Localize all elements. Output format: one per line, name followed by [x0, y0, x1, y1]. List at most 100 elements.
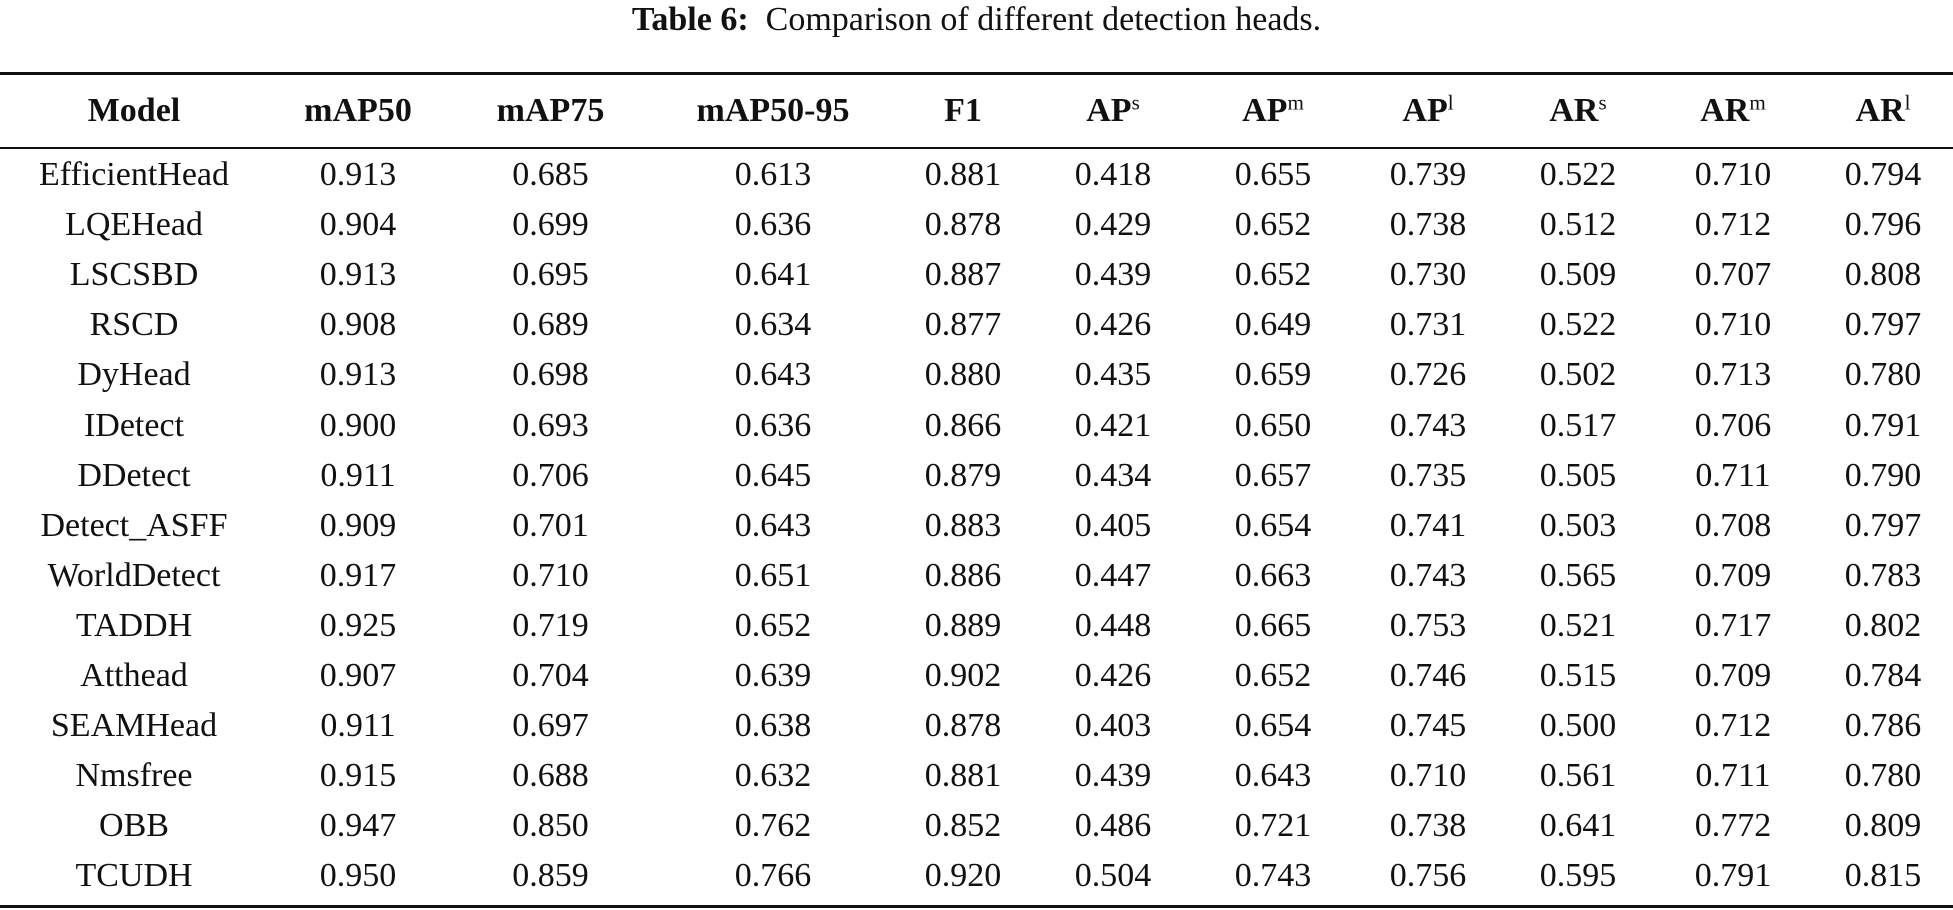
- cell-f1: 0.877: [924, 306, 1002, 344]
- header-ap-small-base: AP: [1086, 92, 1132, 129]
- table-caption-label: Table 6:: [631, 1, 749, 38]
- cell-ar-medium: 0.712: [1694, 707, 1772, 745]
- table-body: EfficientHead 0.913 0.685 0.613 0.881 0.418 0.…: [0, 147, 1953, 901]
- cell-f1: 0.883: [924, 506, 1002, 544]
- cell-ap-large: 0.739: [1389, 156, 1467, 194]
- cell-map50: 0.900: [319, 406, 397, 444]
- cell-ap-small: 0.439: [1074, 256, 1152, 294]
- header-ap-medium-base: AP: [1242, 92, 1288, 129]
- cell-ap-small: 0.405: [1074, 506, 1152, 544]
- cell-map50-95: 0.766: [734, 857, 812, 895]
- table-row: DDetect 0.911 0.706 0.645 0.879 0.434 0.657 0.7…: [0, 451, 1953, 501]
- cell-model-name: Atthead: [80, 656, 188, 694]
- cell-ar-medium: 0.710: [1694, 156, 1772, 194]
- cell-map50-95: 0.632: [734, 757, 812, 795]
- cell-map50: 0.950: [319, 857, 397, 895]
- cell-ap-medium: 0.665: [1234, 606, 1312, 644]
- cell-map50-95: 0.645: [734, 456, 812, 494]
- cell-ar-small: 0.500: [1539, 707, 1617, 745]
- cell-ar-medium: 0.712: [1694, 206, 1772, 244]
- cell-ap-small: 0.439: [1074, 757, 1152, 795]
- cell-model-name: IDetect: [83, 406, 185, 444]
- cell-ar-medium: 0.710: [1694, 306, 1772, 344]
- cell-ap-small: 0.434: [1074, 456, 1152, 494]
- cell-ap-medium: 0.655: [1234, 156, 1312, 194]
- cell-ap-medium: 0.721: [1234, 807, 1312, 845]
- table-row: LSCSBD 0.913 0.695 0.641 0.887 0.439 0.652 0.73…: [0, 250, 1953, 300]
- table-row: RSCD 0.908 0.689 0.634 0.877 0.426 0.649 0.731 0…: [0, 300, 1953, 350]
- detection-heads-table: Model mAP50 mAP75 mAP50-95 F1 APs APm AP…: [0, 75, 1953, 901]
- cell-f1: 0.852: [924, 807, 1002, 845]
- cell-model-name: DDetect: [77, 456, 191, 494]
- cell-ar-small: 0.521: [1539, 606, 1617, 644]
- cell-model-name: SEAMHead: [50, 707, 218, 745]
- cell-f1: 0.881: [924, 156, 1002, 194]
- cell-ar-large: 0.808: [1844, 256, 1922, 294]
- cell-map50-95: 0.762: [734, 807, 812, 845]
- cell-ar-large: 0.780: [1844, 356, 1922, 394]
- cell-ap-large: 0.730: [1389, 256, 1467, 294]
- cell-ap-large: 0.726: [1389, 356, 1467, 394]
- cell-model-name: OBB: [99, 807, 169, 845]
- cell-ar-medium: 0.707: [1694, 256, 1772, 294]
- cell-ap-medium: 0.654: [1234, 707, 1312, 745]
- cell-map75: 0.688: [512, 757, 589, 795]
- cell-ar-small: 0.522: [1539, 306, 1617, 344]
- cell-map50: 0.913: [319, 256, 397, 294]
- cell-ap-large: 0.731: [1389, 306, 1467, 344]
- table-caption-text: Comparison of different detection heads.: [765, 1, 1322, 38]
- table-row: TADDH 0.925 0.719 0.652 0.889 0.448 0.665 0.753…: [0, 601, 1953, 651]
- cell-ar-medium: 0.706: [1694, 406, 1772, 444]
- cell-ar-large: 0.796: [1844, 206, 1922, 244]
- header-model: Model: [87, 92, 181, 129]
- cell-ap-large: 0.745: [1389, 707, 1467, 745]
- cell-map75: 0.697: [512, 707, 589, 745]
- table-row: Detect_ASFF 0.909 0.701 0.643 0.883 0.405 0.65…: [0, 501, 1953, 551]
- cell-map50: 0.913: [319, 356, 397, 394]
- cell-ap-small: 0.418: [1074, 156, 1152, 194]
- cell-map50-95: 0.652: [734, 606, 812, 644]
- header-ar-medium-base: AR: [1700, 92, 1750, 129]
- cell-map50: 0.909: [319, 506, 397, 544]
- cell-ap-small: 0.486: [1074, 807, 1152, 845]
- cell-map75: 0.859: [512, 857, 589, 895]
- table-row: SEAMHead 0.911 0.697 0.638 0.878 0.403 0.654 0.…: [0, 701, 1953, 751]
- cell-ap-large: 0.741: [1389, 506, 1467, 544]
- cell-f1: 0.879: [924, 456, 1002, 494]
- cell-map50-95: 0.636: [734, 206, 812, 244]
- cell-ap-medium: 0.654: [1234, 506, 1312, 544]
- header-ar-large-base: AR: [1855, 92, 1905, 129]
- cell-f1: 0.878: [924, 707, 1002, 745]
- table-row: TCUDH 0.950 0.859 0.766 0.920 0.504 0.743 0.756…: [0, 851, 1953, 901]
- header-ar-small-base: AR: [1549, 92, 1599, 129]
- cell-ap-small: 0.403: [1074, 707, 1152, 745]
- header-ar-medium: ARm: [1653, 75, 1813, 147]
- table-row: IDetect 0.900 0.693 0.636 0.866 0.421 0.650 0.7…: [0, 400, 1953, 450]
- header-ap-large: APl: [1353, 75, 1503, 147]
- cell-ap-large: 0.743: [1389, 406, 1467, 444]
- cell-ar-small: 0.505: [1539, 456, 1617, 494]
- cell-map50-95: 0.634: [734, 306, 812, 344]
- header-ar-medium-sup: m: [1749, 90, 1766, 115]
- table-row: LQEHead 0.904 0.699 0.636 0.878 0.429 0.652 0.7…: [0, 200, 1953, 250]
- table-row: WorldDetect 0.917 0.710 0.651 0.886 0.447 0.66…: [0, 551, 1953, 601]
- cell-ap-medium: 0.743: [1234, 857, 1312, 895]
- cell-ar-large: 0.790: [1844, 456, 1922, 494]
- cell-ap-small: 0.426: [1074, 306, 1152, 344]
- cell-ap-small: 0.426: [1074, 656, 1152, 694]
- cell-map50-95: 0.613: [734, 156, 812, 194]
- cell-map50: 0.908: [319, 306, 397, 344]
- header-map50: mAP50: [304, 92, 412, 129]
- cell-f1: 0.878: [924, 206, 1002, 244]
- cell-map75: 0.701: [512, 506, 589, 544]
- cell-ar-small: 0.515: [1539, 656, 1617, 694]
- table-row: OBB 0.947 0.850 0.762 0.852 0.486 0.721 0.738 0.…: [0, 801, 1953, 851]
- table-top-rule: [0, 72, 1953, 75]
- header-map75: mAP75: [496, 92, 605, 129]
- cell-ar-small: 0.503: [1539, 506, 1617, 544]
- cell-ar-large: 0.791: [1844, 406, 1922, 444]
- cell-ar-large: 0.815: [1844, 857, 1922, 895]
- cell-ap-small: 0.421: [1074, 406, 1152, 444]
- cell-f1: 0.920: [924, 857, 1002, 895]
- table-header-row: Model mAP50 mAP75 mAP50-95 F1 APs APm AP…: [0, 75, 1953, 147]
